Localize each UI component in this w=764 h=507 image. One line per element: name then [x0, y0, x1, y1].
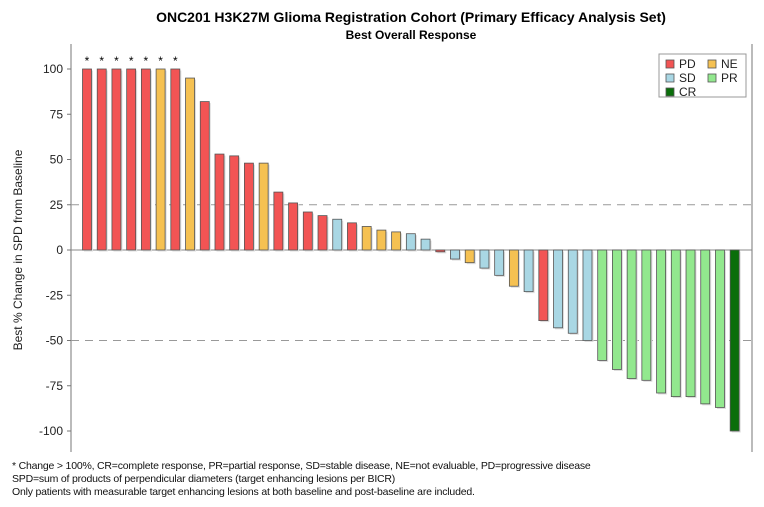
- bar-ne: [361, 226, 372, 251]
- bar-pd: [96, 68, 107, 251]
- y-tick-label: 75: [50, 107, 64, 121]
- bar-pr: [641, 249, 652, 381]
- bar-sd: [567, 249, 578, 334]
- bar-pd: [111, 68, 122, 251]
- star-marker: *: [114, 54, 119, 68]
- legend-swatch-pr: [707, 73, 717, 83]
- legend-swatch-ne: [707, 59, 717, 69]
- bar-pd: [229, 155, 240, 251]
- bar-cr: [729, 249, 740, 432]
- legend-swatch-cr: [665, 87, 675, 97]
- star-marker: *: [144, 54, 149, 68]
- bar-pd: [317, 215, 328, 251]
- bar-ne: [185, 77, 195, 251]
- bar-shadow: [437, 251, 447, 254]
- bar-pd: [170, 68, 181, 251]
- bar-pd: [82, 68, 92, 251]
- bar-sd: [494, 249, 505, 276]
- bar-pd: [302, 211, 313, 251]
- bar-sd: [553, 249, 563, 329]
- bar-pr: [670, 249, 681, 398]
- bar-pd: [244, 162, 254, 251]
- star-marker: *: [99, 54, 104, 68]
- footnote-3: Only patients with measurable target enh…: [12, 486, 475, 498]
- bar-pr: [597, 249, 608, 361]
- bar-ne: [391, 231, 402, 251]
- bar-pd: [347, 222, 357, 251]
- star-marker: *: [173, 54, 178, 68]
- bar-pr: [656, 249, 666, 394]
- bar-pr: [715, 249, 725, 408]
- y-axis-label: Best % Change in SPD from Baseline: [11, 149, 25, 350]
- chart-title: ONC201 H3K27M Glioma Registration Cohort…: [156, 9, 666, 25]
- y-tick-label: 25: [50, 198, 64, 212]
- star-marker: *: [158, 54, 163, 68]
- y-tick-label: -100: [39, 424, 63, 438]
- legend-label-sd: SD: [679, 71, 696, 85]
- bar-ne: [376, 229, 387, 251]
- bar-sd: [332, 218, 343, 251]
- bar-sd: [405, 233, 416, 251]
- bar-ne: [258, 162, 269, 251]
- star-marker: *: [85, 54, 90, 68]
- y-tick-label: 50: [50, 153, 64, 167]
- y-tick-label: -25: [46, 288, 64, 302]
- footnote-2: SPD=sum of products of perpendicular dia…: [12, 473, 396, 485]
- bar-sd: [479, 249, 490, 269]
- bar-sd: [450, 249, 460, 260]
- bar-pr: [685, 249, 696, 398]
- bar-ne: [464, 249, 475, 264]
- star-marker: *: [129, 54, 134, 68]
- bar-sd: [582, 249, 593, 341]
- legend-swatch-sd: [665, 73, 675, 83]
- bar-pd: [538, 249, 549, 321]
- bar-sd: [523, 249, 534, 293]
- legend-label-cr: CR: [679, 85, 697, 99]
- legend-label-ne: NE: [721, 57, 738, 71]
- legend-label-pr: PR: [721, 71, 738, 85]
- bar-pd: [214, 153, 225, 251]
- bar-pd: [435, 249, 446, 253]
- chart-subtitle: Best Overall Response: [346, 28, 477, 42]
- bar-pd: [126, 68, 137, 251]
- bar-pr: [626, 249, 637, 379]
- y-tick-label: -75: [46, 379, 64, 393]
- legend-label-pd: PD: [679, 57, 696, 71]
- y-tick-label: -50: [46, 334, 64, 348]
- bar-pd: [140, 68, 151, 251]
- footnote-1: * Change > 100%, CR=complete response, P…: [12, 460, 591, 472]
- y-tick-label: 100: [43, 62, 63, 76]
- bar-pd: [273, 191, 284, 251]
- bar-ne: [508, 249, 519, 287]
- y-tick-label: 0: [56, 243, 63, 257]
- bar-ne: [155, 68, 166, 251]
- bar-pr: [612, 249, 622, 370]
- bar-pd: [199, 101, 210, 251]
- legend-swatch-pd: [665, 59, 675, 69]
- bar-pd: [288, 202, 298, 251]
- legend: PD NE SD PR CR: [658, 53, 747, 99]
- bar-sd: [420, 238, 431, 251]
- bar-pr: [700, 249, 711, 405]
